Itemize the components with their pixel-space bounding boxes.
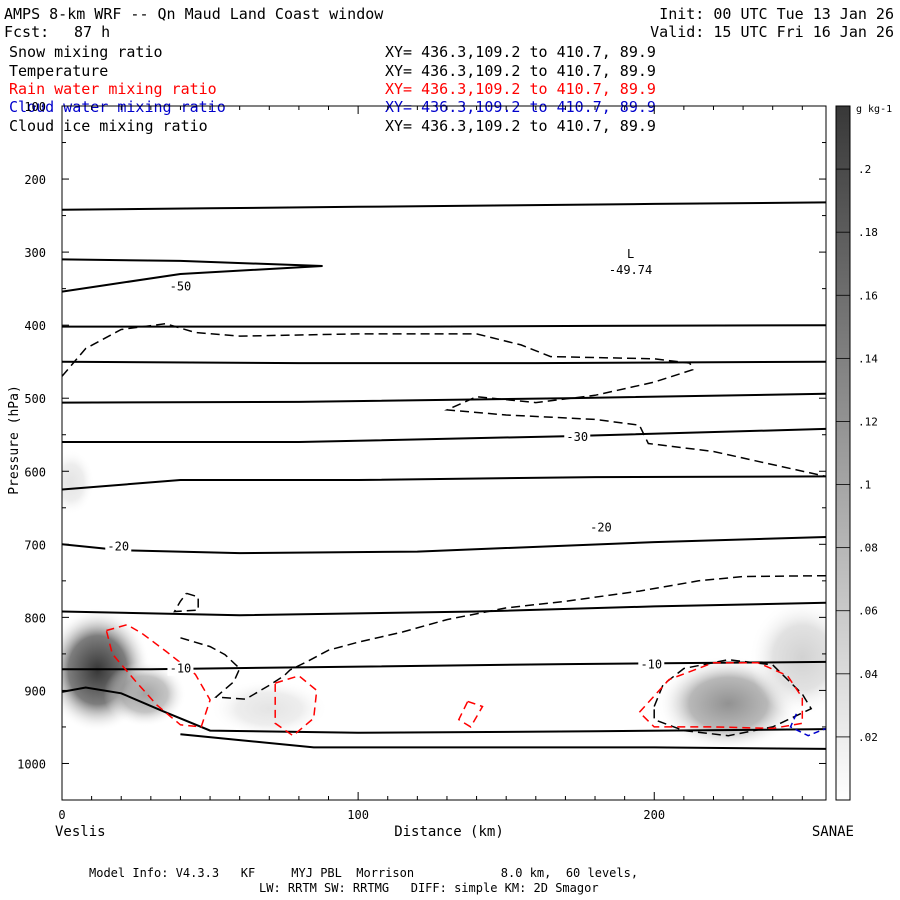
field-name-cloud-water: Cloud water mixing ratio — [9, 98, 226, 116]
isotherm-label-bg — [105, 539, 132, 554]
isotherm-label-bg — [564, 430, 591, 445]
init-time: Init: 00 UTC Tue 13 Jan 26 — [659, 5, 894, 23]
isotherm-line — [62, 392, 826, 404]
colorbar-tick-label: .06 — [858, 605, 878, 618]
isotherm-line — [62, 475, 826, 491]
colorbar-tick-label: .02 — [858, 731, 878, 744]
snow-contour — [180, 574, 826, 700]
isotherm-label: -10 — [170, 662, 192, 676]
model-info-line1: Model Info: V4.3.3 KF MYJ PBL Morrison 8… — [89, 866, 639, 880]
colorbar-tick-label: .04 — [858, 668, 878, 681]
isotherm-label: -20 — [107, 540, 129, 554]
isotherm-label-bg — [638, 657, 665, 672]
x-endpoint-left: Veslis — [55, 824, 106, 840]
rain-contour — [105, 623, 211, 728]
isotherm-label: -20 — [590, 521, 612, 535]
isotherm-line — [180, 733, 826, 750]
field-xy-rain: XY= 436.3,109.2 to 410.7, 89.9 — [385, 80, 656, 98]
model-info-line2: LW: RRTM SW: RRTMG DIFF: simple KM: 2D S… — [259, 881, 599, 895]
y-tick-label: 400 — [24, 319, 46, 333]
colorbar-tick-label: .12 — [858, 415, 878, 428]
isotherm-label: -50 — [170, 280, 192, 294]
y-axis-title: Pressure (hPa) — [7, 385, 22, 495]
ice-shading-blob — [210, 679, 329, 738]
field-xy-cloud-water: XY= 436.3,109.2 to 410.7, 89.9 — [385, 98, 656, 116]
colorbar-tick-label: .08 — [858, 542, 878, 555]
colorbar-tick-label: .14 — [858, 352, 878, 365]
low-marker-letter: L — [627, 247, 634, 261]
forecast-label: Fcst: — [4, 23, 50, 41]
colorbar — [835, 105, 851, 801]
y-tick-label: 200 — [24, 173, 46, 187]
y-tick-label: 1000 — [17, 757, 46, 771]
field-name-temperature: Temperature — [9, 62, 109, 80]
rain-contour — [274, 674, 318, 737]
forecast-hours: 87 h — [74, 23, 111, 41]
field-name-cloud-ice: Cloud ice mixing ratio — [9, 117, 208, 135]
colorbar-tick-label: .18 — [858, 226, 878, 239]
field-xy-temperature: XY= 436.3,109.2 to 410.7, 89.9 — [385, 62, 656, 80]
plot-title: AMPS 8-km WRF -- Qn Maud Land Coast wind… — [4, 5, 384, 23]
field-name-snow: Snow mixing ratio — [9, 43, 163, 61]
field-name-rain: Rain water mixing ratio — [9, 80, 217, 98]
x-tick-label: 200 — [643, 808, 665, 822]
x-endpoint-right: SANAE — [812, 824, 854, 840]
isotherm-line — [62, 427, 826, 443]
isotherm-line — [62, 686, 826, 734]
rain-contour — [457, 700, 484, 728]
y-tick-label: 600 — [24, 465, 46, 479]
y-tick-label: 900 — [24, 684, 46, 698]
y-tick-label: 700 — [24, 538, 46, 552]
field-xy-snow: XY= 436.3,109.2 to 410.7, 89.9 — [385, 43, 656, 61]
plot-frame — [61, 105, 827, 801]
valid-time: Valid: 15 UTC Fri 16 Jan 26 — [650, 23, 894, 41]
field-xy-cloud-ice: XY= 436.3,109.2 to 410.7, 89.9 — [385, 117, 656, 135]
isotherm-line — [62, 601, 826, 617]
x-axis-title: Distance (km) — [394, 824, 504, 840]
low-marker-value: -49.74 — [609, 263, 652, 277]
ice-shading-blob — [62, 449, 95, 516]
isotherm-line — [62, 201, 826, 211]
isotherm-label-bg — [167, 279, 194, 294]
colorbar-tick-label: .16 — [858, 289, 878, 302]
snow-contour — [173, 592, 199, 613]
isotherm-line — [62, 360, 826, 365]
y-tick-label: 800 — [24, 611, 46, 625]
isotherm-label-bg — [167, 661, 194, 676]
colorbar-tick-label: .2 — [858, 163, 871, 176]
y-tick-label: 300 — [24, 246, 46, 260]
x-tick-label: 100 — [347, 808, 369, 822]
y-tick-label: 500 — [24, 392, 46, 406]
isotherm-line — [62, 536, 826, 555]
colorbar-unit: g kg-1 — [856, 104, 892, 115]
isotherm-label-bg — [587, 520, 614, 535]
x-tick-label: 0 — [58, 808, 65, 822]
cloud-water-contour — [789, 713, 826, 737]
colorbar-tick-label: .1 — [858, 479, 871, 492]
snow-contour — [62, 322, 826, 478]
isotherm-line — [62, 324, 826, 328]
ice-shading-blob — [749, 599, 826, 716]
rain-contour — [638, 661, 804, 730]
y-tick-label: 100 — [24, 100, 46, 114]
ice-shading-blob — [103, 661, 187, 727]
isotherm-label: -30 — [566, 430, 588, 444]
isotherm-line — [62, 258, 323, 293]
isotherm-label: -10 — [640, 657, 662, 671]
snow-contour — [653, 658, 813, 737]
